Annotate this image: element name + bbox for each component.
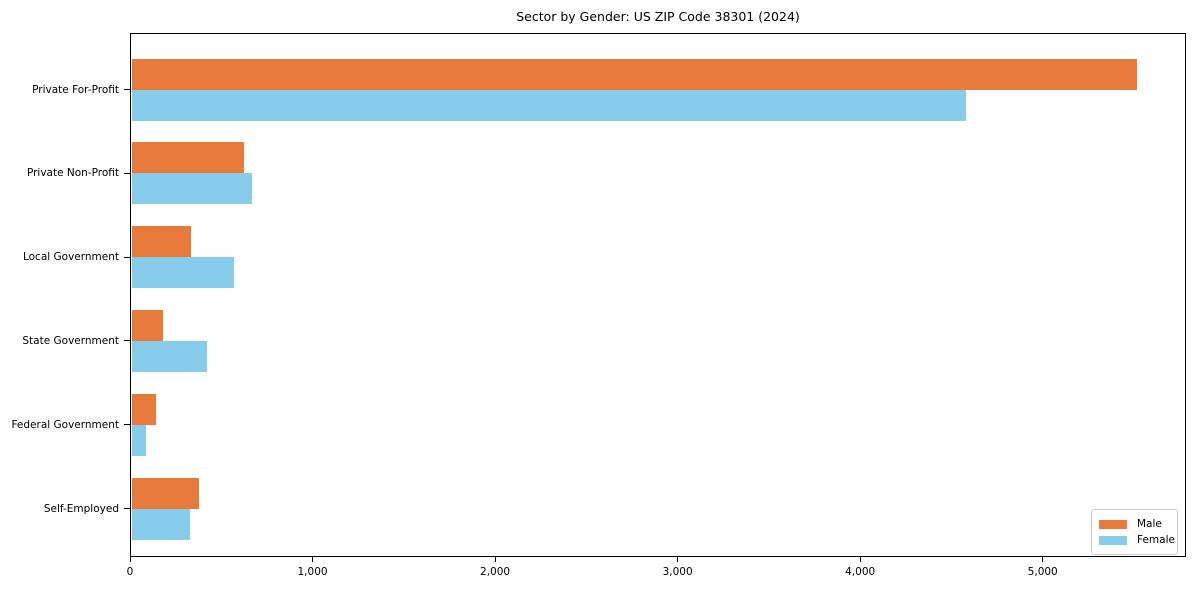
x-tick-2000 [494,557,496,562]
y-tick-label-local-government: Local Government [22,251,119,264]
x-tick-label-3000: 3,000 [662,566,693,578]
y-tick-label-private-non-profit: Private Non-Profit [26,167,119,180]
x-tick-1000 [312,557,314,562]
bar-female-private-non-profit [131,173,252,205]
y-tick-local-government [124,256,130,258]
y-tick-label-federal-government: Federal Government [11,418,119,431]
y-tick-label-state-government: State Government [22,334,119,347]
legend-item-female: Female [1099,532,1177,548]
x-tick-label-4000: 4,000 [845,566,876,578]
chart-title: Sector by Gender: US ZIP Code 38301 (202… [516,9,800,24]
bar-male-private-non-profit [131,142,244,174]
x-tick-label-2000: 2,000 [480,566,511,578]
x-tick-0 [129,557,131,562]
y-tick-private-for-profit [124,89,130,90]
male-series-swatch [1099,519,1127,529]
bar-female-self-employed [131,508,190,540]
y-tick-private-non-profit [124,172,130,174]
x-tick-5000 [1042,557,1044,562]
bar-female-local-government [131,257,234,289]
bar-male-self-employed [131,477,200,509]
y-tick-label-self-employed: Self-Employed [43,502,119,515]
bar-female-federal-government [131,424,147,456]
x-tick-label-1000: 1,000 [297,566,328,578]
legend: Male Female [1091,509,1178,555]
x-tick-4000 [859,557,861,562]
y-tick-self-employed [124,508,130,509]
legend-label-male: Male [1137,518,1162,530]
bar-female-private-for-profit [131,89,966,121]
bar-male-state-government [131,309,163,341]
legend-item-male: Male [1099,516,1177,532]
bar-male-federal-government [131,393,157,425]
y-tick-federal-government [124,424,130,426]
y-tick-state-government [124,340,130,342]
legend-label-female: Female [1137,534,1175,546]
x-tick-3000 [677,557,679,562]
bar-male-local-government [131,226,191,258]
y-tick-label-private-for-profit: Private For-Profit [32,83,119,96]
bar-female-state-government [131,340,208,372]
female-series-swatch [1099,535,1127,545]
x-tick-label-5000: 5,000 [1027,566,1058,578]
bar-male-private-for-profit [131,58,1138,90]
x-tick-label-0: 0 [126,566,134,578]
